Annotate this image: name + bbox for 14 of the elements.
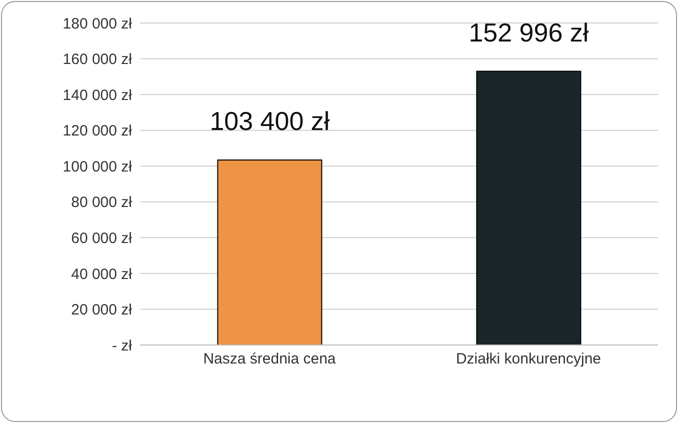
y-tick-label: 60 000 zł — [71, 230, 133, 247]
y-tick-label: 160 000 zł — [62, 51, 133, 68]
y-tick-label: 140 000 zł — [62, 86, 133, 104]
data-label: 152 996 zł — [468, 17, 589, 48]
x-tick-label: Nasza średnia cena — [203, 350, 336, 368]
y-tick-label: 40 000 zł — [71, 266, 133, 283]
data-label: 103 400 zł — [210, 106, 330, 136]
y-tick-label: 180 000 zł — [62, 15, 133, 32]
x-tick-label: Działki konkurencyjne — [456, 350, 602, 368]
y-tick-label: 80 000 zł — [71, 194, 133, 212]
y-tick-label: 20 000 zł — [71, 302, 133, 319]
y-tick-label: - zł — [112, 337, 133, 354]
y-tick-label: 100 000 zł — [62, 158, 133, 176]
y-tick-label: 120 000 zł — [62, 122, 133, 140]
